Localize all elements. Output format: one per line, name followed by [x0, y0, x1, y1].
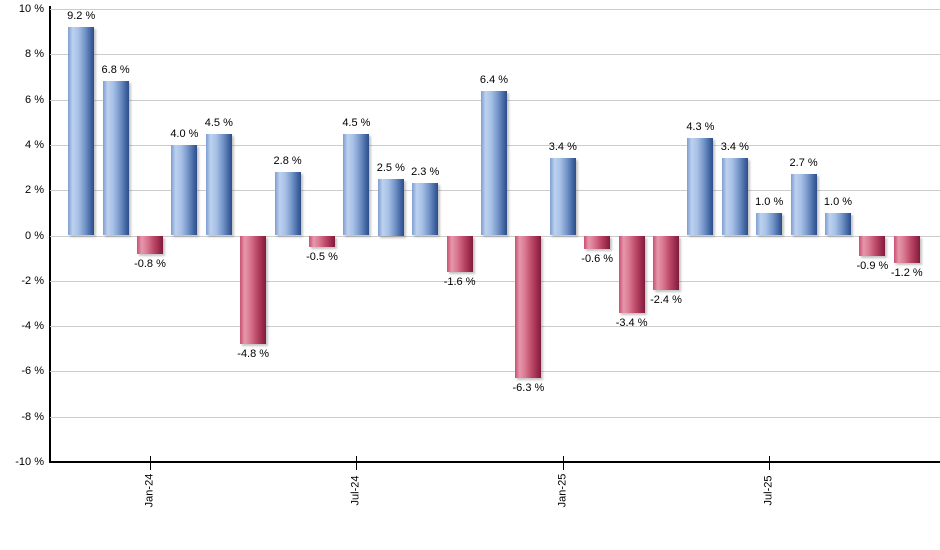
bar-positive	[377, 178, 404, 236]
bar-negative	[309, 235, 335, 247]
bar-positive	[171, 144, 198, 236]
gridline	[50, 371, 940, 373]
bar-positive	[825, 212, 851, 236]
x-axis-tick-label: Jan-25	[556, 473, 569, 508]
bar-value-label: -6.3 %	[512, 382, 545, 395]
bar-positive	[68, 27, 95, 236]
y-axis-tick-label: 10 %	[18, 3, 44, 15]
y-axis-tick-label: -4 %	[21, 320, 44, 333]
bar-positive	[274, 172, 301, 236]
bar-positive	[721, 158, 748, 236]
bar-value-label: -1.6 %	[443, 275, 476, 288]
y-axis-tick-label: -10 %	[15, 456, 44, 468]
bar-positive	[790, 174, 817, 236]
bar-negative	[893, 235, 920, 263]
x-axis-tick	[562, 456, 564, 470]
bar-value-label: 9.2 %	[67, 10, 96, 23]
bar-value-label: -0.9 %	[856, 259, 889, 272]
bar-value-label: 4.0 %	[170, 127, 199, 140]
bar-negative	[446, 235, 473, 272]
bar-value-label: 3.4 %	[720, 141, 749, 154]
bar-negative	[240, 235, 267, 345]
bar-value-label: 3.4 %	[548, 141, 577, 154]
bar-value-label: -1.2 %	[890, 266, 923, 279]
gridline	[50, 416, 940, 418]
bar-value-label: -2.4 %	[650, 293, 682, 306]
gridline	[50, 326, 940, 328]
x-axis-tick-label: Jul-25	[762, 475, 775, 506]
y-axis-tick-label: 8 %	[25, 48, 44, 61]
bar-value-label: 2.3 %	[411, 166, 440, 179]
bar-negative	[653, 235, 679, 290]
y-axis-tick-label: 4 %	[25, 138, 44, 151]
bar-positive	[205, 133, 232, 236]
bar-value-label: 4.5 %	[204, 116, 233, 129]
bar-negative	[584, 235, 611, 250]
gridline	[50, 54, 940, 56]
y-axis-tick-label: 2 %	[25, 184, 44, 197]
bar-negative	[137, 235, 163, 254]
bar-value-label: 2.5 %	[376, 161, 405, 174]
bar-value-label: 2.8 %	[273, 155, 302, 168]
gridline	[50, 9, 940, 10]
x-axis-tick	[769, 456, 771, 470]
bar-positive	[687, 138, 714, 236]
bar-value-label: -3.4 %	[615, 316, 648, 329]
bar-value-label: 4.5 %	[342, 116, 371, 129]
x-axis-tick	[150, 456, 151, 470]
y-axis-tick-label: 6 %	[25, 93, 44, 106]
bar-positive	[481, 90, 507, 236]
y-axis-tick-label: -8 %	[21, 410, 44, 423]
y-axis-line	[49, 6, 51, 463]
bar-value-label: 4.3 %	[686, 121, 715, 134]
x-axis-tick-label: Jan-24	[143, 473, 156, 508]
bar-value-label: -0.5 %	[306, 250, 338, 263]
bar-value-label: 6.4 %	[479, 73, 509, 86]
bar-positive	[549, 158, 576, 236]
bar-value-label: -0.8 %	[134, 257, 166, 270]
bar-positive	[756, 212, 783, 236]
y-axis-tick-label: 0 %	[25, 229, 44, 242]
bar-positive	[343, 133, 370, 236]
x-axis-tick-label: Jul-24	[349, 475, 362, 506]
bar-negative	[859, 235, 886, 256]
gridline	[50, 280, 940, 282]
gridline	[50, 235, 940, 237]
y-axis-tick-label: -6 %	[21, 365, 44, 378]
bar-positive	[102, 81, 129, 236]
bar-value-label: 1.0 %	[755, 195, 784, 208]
x-axis-line	[49, 461, 940, 463]
bar-negative	[515, 235, 542, 379]
bar-value-label: 6.8 %	[101, 64, 130, 77]
bar-positive	[412, 183, 439, 236]
bar-value-label: 2.7 %	[789, 157, 818, 170]
bar-negative	[618, 235, 645, 313]
x-axis-tick	[356, 456, 358, 470]
bar-value-label: -0.6 %	[581, 253, 614, 266]
bar-value-label: -4.8 %	[237, 348, 270, 361]
y-axis-tick-label: -2 %	[21, 274, 44, 287]
bar-value-label: 1.0 %	[823, 195, 853, 208]
